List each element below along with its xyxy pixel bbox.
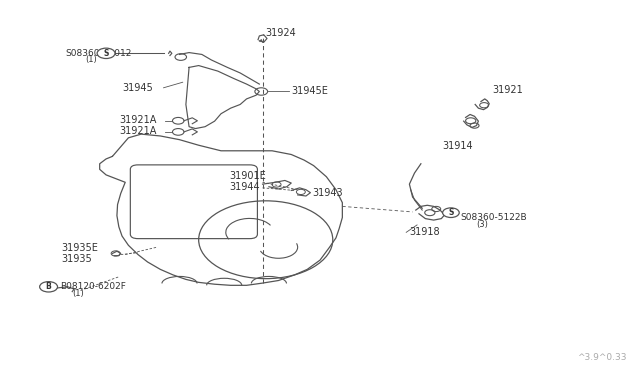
Text: 31921A: 31921A (119, 126, 156, 136)
Text: ^3.9^0.33: ^3.9^0.33 (577, 353, 627, 362)
Text: 31924: 31924 (266, 28, 296, 38)
Text: 31935: 31935 (61, 254, 92, 264)
Text: 31945: 31945 (122, 83, 153, 93)
Text: S08360-5122B: S08360-5122B (461, 213, 527, 222)
Circle shape (97, 48, 115, 58)
Text: B: B (45, 282, 51, 291)
Text: 31914: 31914 (443, 141, 473, 151)
Text: S: S (448, 208, 454, 217)
Text: 31901E: 31901E (229, 171, 266, 181)
Text: 31943: 31943 (312, 187, 343, 198)
Text: 31921: 31921 (492, 86, 523, 95)
Text: (1): (1) (85, 55, 97, 64)
Circle shape (40, 282, 58, 292)
Text: S08360-61012: S08360-61012 (66, 49, 132, 58)
Text: 31945E: 31945E (291, 87, 328, 96)
Text: 31944: 31944 (229, 182, 260, 192)
Text: 31921A: 31921A (119, 115, 156, 125)
Text: (1): (1) (72, 289, 84, 298)
Text: 31935E: 31935E (61, 243, 98, 253)
Text: S: S (104, 49, 109, 58)
Text: B08120-6202F: B08120-6202F (60, 282, 126, 291)
Text: (3): (3) (476, 220, 488, 229)
Circle shape (443, 208, 460, 218)
Text: 31918: 31918 (410, 227, 440, 237)
